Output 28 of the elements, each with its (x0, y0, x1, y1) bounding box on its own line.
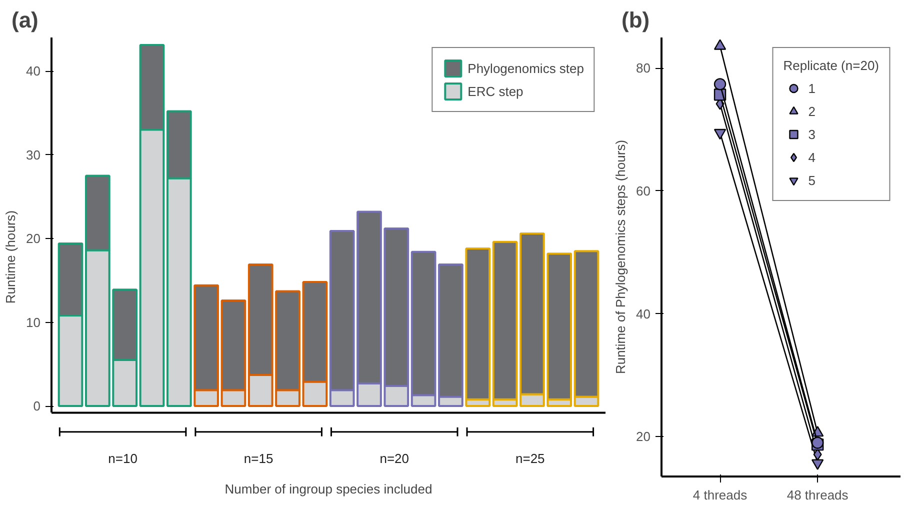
legend-label: Phylogenomics step (468, 60, 584, 76)
legend-label: 4 (808, 150, 816, 164)
x-tick-label: 4 threads (692, 488, 748, 502)
legend-label: 2 (808, 104, 816, 118)
y-tick-label: 20 (26, 231, 41, 246)
text: n=25 (516, 451, 545, 466)
y-tick-label: 30 (26, 147, 41, 162)
x-tick-label: 48 threads (786, 488, 849, 502)
text: n=20 (380, 451, 410, 466)
y-tick-label: 40 (26, 64, 41, 78)
legend-label: ERC step (468, 84, 524, 98)
text: n=10 (108, 451, 138, 466)
y-tick-label: 80 (636, 60, 651, 76)
chart-title: (b) (622, 8, 650, 32)
y-tick-label: 0 (33, 398, 41, 414)
y-axis-title: Runtime (hours) (3, 210, 18, 304)
legend-label: 1 (808, 80, 816, 96)
y-tick-label: 10 (26, 314, 41, 330)
y-tick-label: 60 (636, 183, 651, 198)
legend-label: 3 (808, 126, 816, 142)
y-axis-title: Runtime of Phylogenomics steps (hours) (613, 140, 628, 374)
y-tick-label: 20 (636, 429, 651, 444)
text: n=15 (244, 451, 274, 466)
legend-title: Replicate (n=20) (783, 58, 879, 73)
legend-label: 5 (808, 172, 816, 188)
chart-title: (a) (12, 8, 38, 32)
x-axis-title: Number of ingroup species included (224, 482, 432, 496)
y-tick-label: 40 (636, 306, 651, 322)
